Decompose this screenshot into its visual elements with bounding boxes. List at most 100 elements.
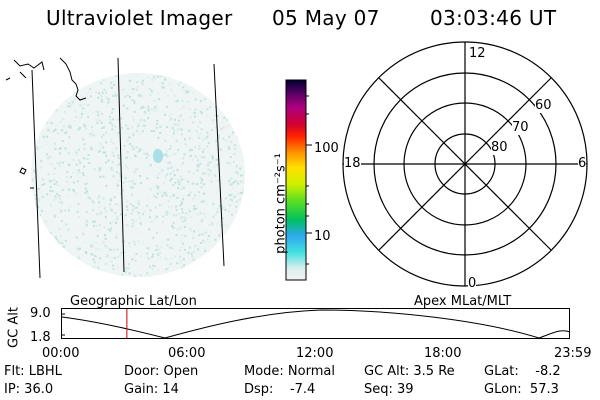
image-pixel [174,181,177,184]
orbit-altitude-plot [61,308,571,339]
image-pixel [78,149,80,152]
image-pixel [176,228,179,231]
image-pixel [152,264,155,267]
image-pixel [46,193,49,196]
image-pixel [166,149,169,152]
image-pixel [36,271,39,274]
image-pixel [112,264,115,267]
gain-info: Gain: 14 [124,382,179,397]
image-pixel [203,192,205,195]
image-pixel [189,155,192,157]
image-pixel [33,100,36,103]
image-pixel [196,268,199,271]
image-pixel [58,161,61,164]
image-pixel [74,269,77,272]
image-pixel [56,243,59,246]
image-pixel [142,241,145,244]
image-pixel [82,107,85,110]
image-pixel [147,117,150,120]
image-pixel [115,203,118,206]
image-pixel [129,96,131,98]
image-pixel [190,80,193,83]
image-pixel [233,144,236,147]
image-pixel [57,242,60,244]
image-pixel [41,97,44,100]
image-pixel [133,182,136,185]
image-pixel [230,140,233,143]
image-pixel [97,96,100,99]
image-pixel [165,268,168,271]
image-pixel [126,151,129,154]
image-pixel [227,88,230,91]
image-pixel [233,100,236,103]
image-pixel [126,208,129,211]
image-pixel [170,257,173,260]
image-pixel [87,154,90,156]
image-pixel [226,118,229,121]
image-pixel [133,240,136,243]
image-pixel [126,94,129,97]
image-pixel [105,161,107,164]
image-pixel [178,183,181,186]
image-pixel [233,246,236,248]
image-pixel [46,153,48,156]
image-pixel [182,242,185,245]
image-pixel [189,130,191,133]
image-pixel [137,123,140,126]
image-pixel [196,183,199,185]
image-pixel [84,187,87,190]
flt-info: Flt: LBHL [4,364,62,379]
image-pixel [54,148,57,150]
image-pixel [200,276,203,277]
image-pixel [210,273,213,276]
image-pixel [193,250,195,253]
image-pixel [234,147,237,150]
image-pixel [227,269,230,272]
image-pixel [166,126,168,129]
image-pixel [150,130,153,132]
image-pixel [131,258,134,261]
image-pixel [95,110,98,113]
image-pixel [57,98,60,101]
image-pixel [86,83,89,85]
image-pixel [49,189,52,192]
image-pixel [202,172,205,175]
image-pixel [189,183,192,185]
image-pixel [57,132,60,135]
image-pixel [47,252,50,255]
image-pixel [210,76,213,79]
image-pixel [214,165,217,168]
image-pixel [116,215,119,218]
image-pixel [35,132,38,135]
image-pixel [167,75,170,78]
image-pixel [54,195,57,198]
image-pixel [171,135,174,138]
image-pixel [135,88,138,91]
image-pixel [101,91,104,94]
image-pixel [117,163,120,166]
image-pixel [54,214,57,217]
image-pixel [133,220,136,223]
image-pixel [50,163,53,166]
image-pixel [239,239,242,242]
image-pixel [126,205,128,208]
image-pixel [206,114,208,117]
image-pixel [180,262,183,265]
image-pixel [231,213,234,216]
image-pixel [60,270,62,273]
image-pixel [232,181,235,184]
image-pixel [201,218,204,221]
image-pixel [212,119,215,122]
image-pixel [40,166,43,169]
geographic-image [5,57,245,279]
image-pixel [217,265,220,268]
image-pixel [201,179,204,182]
image-pixel [83,143,86,146]
image-pixel [193,208,196,210]
image-pixel [139,148,142,151]
image-pixel [156,108,159,111]
image-pixel [113,84,116,86]
image-pixel [217,89,220,92]
image-pixel [78,275,81,277]
image-pixel [33,170,36,172]
